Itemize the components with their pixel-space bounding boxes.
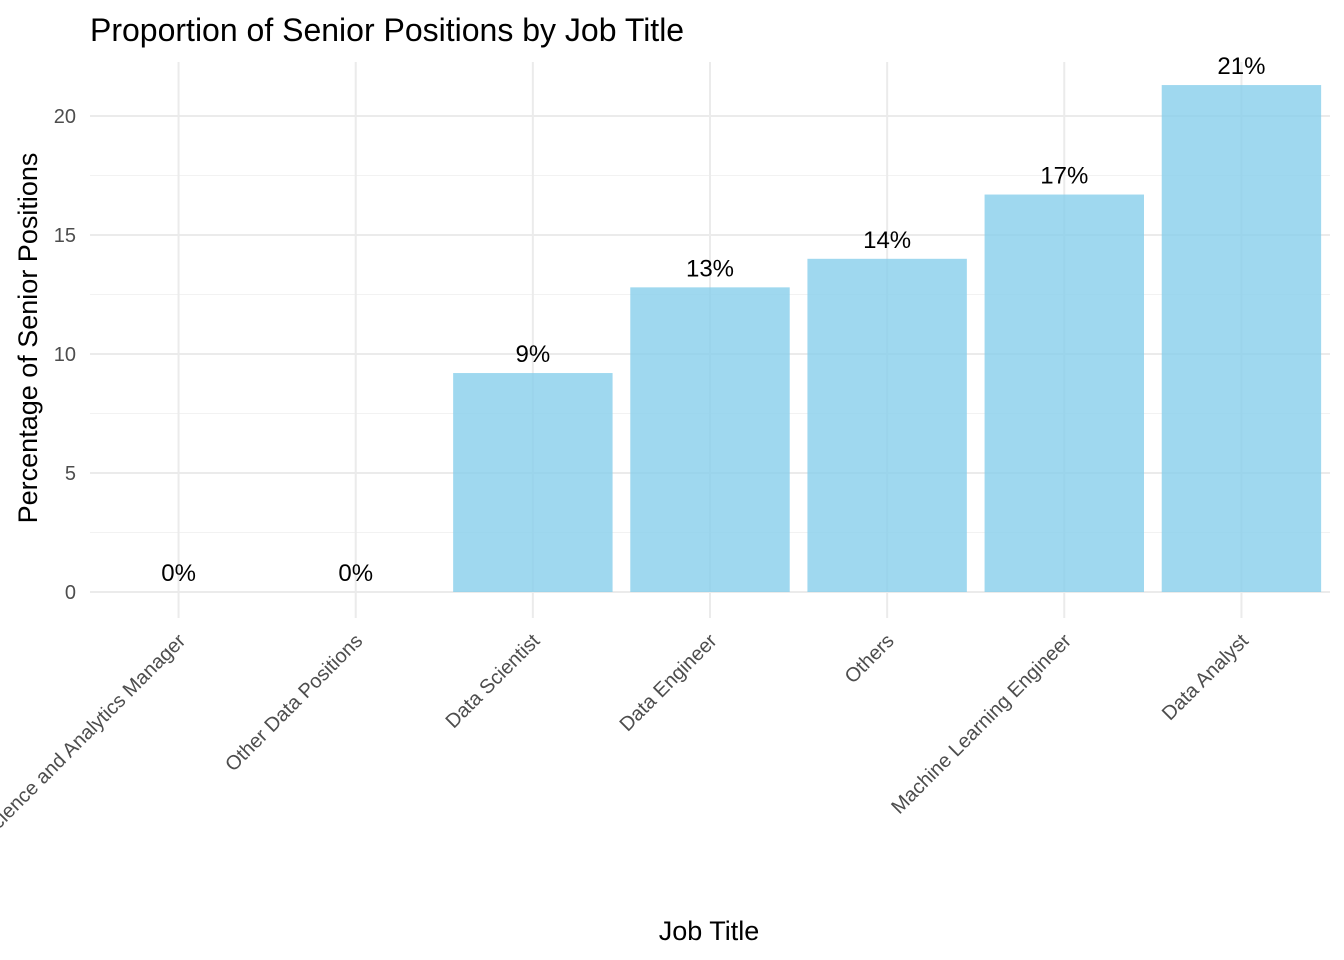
x-tick-label: Data Engineer bbox=[616, 630, 722, 736]
bar bbox=[630, 287, 790, 592]
bar-data-label: 14% bbox=[863, 227, 911, 254]
y-axis-title: Percentage of Senior Positions bbox=[13, 153, 43, 524]
bar bbox=[1161, 85, 1322, 592]
bar-data-label: 21% bbox=[1217, 53, 1265, 80]
chart-title: Proportion of Senior Positions by Job Ti… bbox=[90, 12, 684, 48]
x-tick-label: Others bbox=[841, 630, 899, 688]
x-tick-label: Other Data Positions bbox=[221, 630, 367, 776]
x-tick-label: Data Science and Analytics Manager bbox=[0, 630, 190, 877]
bar-labels: 0% 0% 9% 13% 14% 17% 21% bbox=[161, 53, 1265, 587]
y-tick-label: 15 bbox=[54, 225, 76, 247]
bar bbox=[984, 194, 1144, 593]
bar-data-label: 17% bbox=[1040, 163, 1088, 190]
y-tick-label: 10 bbox=[54, 344, 76, 366]
bar bbox=[807, 258, 967, 592]
x-tick-label: Machine Learning Engineer bbox=[887, 630, 1076, 819]
x-tick-label: Data Scientist bbox=[442, 630, 545, 733]
bar-data-label: 0% bbox=[338, 560, 373, 587]
y-tick-label: 20 bbox=[54, 106, 76, 128]
y-axis-ticks: 0 5 10 15 20 bbox=[54, 106, 76, 604]
bar-data-label: 9% bbox=[516, 341, 551, 368]
y-tick-label: 0 bbox=[65, 582, 76, 604]
bars bbox=[453, 85, 1322, 593]
x-axis-ticks: Data Science and Analytics ManagerOther … bbox=[0, 630, 1253, 877]
bar bbox=[453, 373, 613, 592]
y-tick-label: 5 bbox=[65, 463, 76, 485]
x-axis-title: Job Title bbox=[659, 916, 760, 946]
bar-data-label: 0% bbox=[161, 560, 196, 587]
x-tick-label: Data Analyst bbox=[1158, 630, 1253, 725]
bar-data-label: 13% bbox=[686, 255, 734, 282]
